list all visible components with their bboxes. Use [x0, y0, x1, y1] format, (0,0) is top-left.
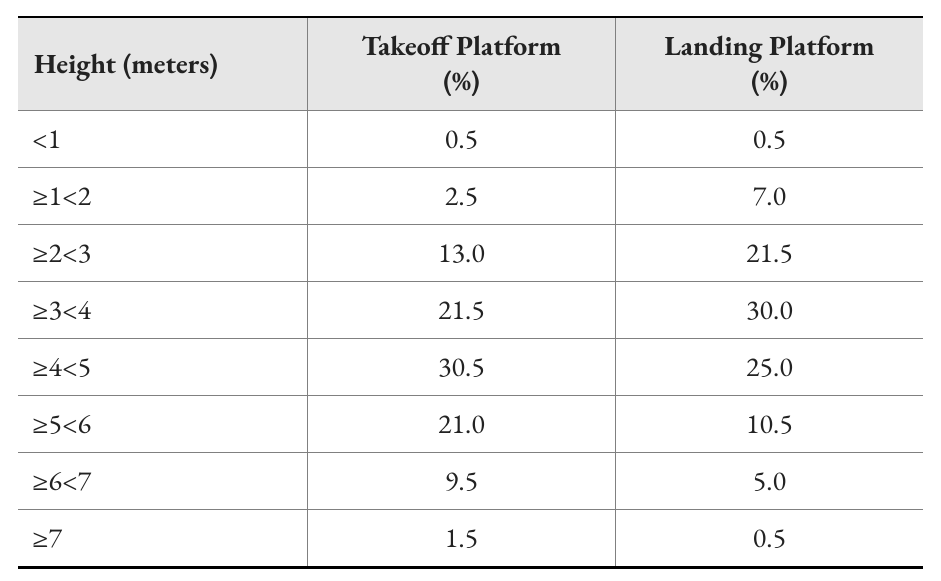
cell-takeoff: 21.0 — [308, 396, 616, 453]
cell-landing: 0.5 — [615, 111, 923, 168]
cell-height: ≥7 — [18, 510, 308, 568]
cell-takeoff: 21.5 — [308, 282, 616, 339]
table-row: ≥4<5 30.5 25.0 — [18, 339, 923, 396]
col-header-label: Landing Platform (%) — [616, 29, 923, 99]
table-row: <1 0.5 0.5 — [18, 111, 923, 168]
table-row: ≥3<4 21.5 30.0 — [18, 282, 923, 339]
table-row: ≥6<7 9.5 5.0 — [18, 453, 923, 510]
cell-takeoff: 30.5 — [308, 339, 616, 396]
cell-height: ≥2<3 — [18, 225, 308, 282]
table-row: ≥1<2 2.5 7.0 — [18, 168, 923, 225]
col-header-line2: (%) — [443, 63, 480, 99]
cell-height: <1 — [18, 111, 308, 168]
cell-height: ≥3<4 — [18, 282, 308, 339]
cell-takeoff: 1.5 — [308, 510, 616, 568]
table-header-row: Height (meters) Takeoff Platform (%) Lan… — [18, 17, 923, 111]
col-header-line2: (%) — [751, 63, 788, 99]
cell-takeoff: 2.5 — [308, 168, 616, 225]
cell-landing: 5.0 — [615, 453, 923, 510]
col-header-label: Takeoff Platform (%) — [308, 29, 615, 99]
cell-height: ≥4<5 — [18, 339, 308, 396]
cell-takeoff: 9.5 — [308, 453, 616, 510]
cell-height: ≥6<7 — [18, 453, 308, 510]
cell-landing: 21.5 — [615, 225, 923, 282]
col-header-line1: Takeoff Platform — [362, 28, 562, 64]
cell-takeoff: 13.0 — [308, 225, 616, 282]
col-header-height: Height (meters) — [18, 17, 308, 111]
col-header-takeoff: Takeoff Platform (%) — [308, 17, 616, 111]
cell-landing: 25.0 — [615, 339, 923, 396]
col-header-line1: Landing Platform — [664, 28, 874, 64]
table-row: ≥2<3 13.0 21.5 — [18, 225, 923, 282]
col-header-label: Height (meters) — [18, 47, 307, 82]
col-header-landing: Landing Platform (%) — [615, 17, 923, 111]
cell-landing: 10.5 — [615, 396, 923, 453]
cell-height: ≥5<6 — [18, 396, 308, 453]
cell-height: ≥1<2 — [18, 168, 308, 225]
table-row: ≥5<6 21.0 10.5 — [18, 396, 923, 453]
platform-height-table: Height (meters) Takeoff Platform (%) Lan… — [18, 16, 923, 569]
cell-takeoff: 0.5 — [308, 111, 616, 168]
cell-landing: 0.5 — [615, 510, 923, 568]
table-row: ≥7 1.5 0.5 — [18, 510, 923, 568]
cell-landing: 7.0 — [615, 168, 923, 225]
cell-landing: 30.0 — [615, 282, 923, 339]
